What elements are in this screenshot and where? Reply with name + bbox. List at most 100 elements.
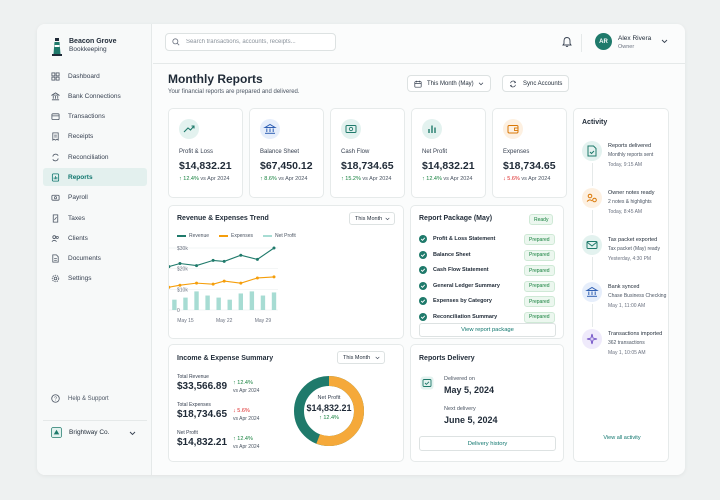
user-name[interactable]: Alex Rivera	[618, 35, 652, 42]
package-item[interactable]: Profit & Loss Statement	[419, 232, 553, 246]
sidebar-item-clients[interactable]: Clients	[43, 229, 147, 247]
sidebar: Beacon Grove Bookkeeping Dashboard Bank C…	[37, 24, 152, 475]
activity-title-text[interactable]: Tax packet exported	[608, 237, 658, 243]
summary-period-select[interactable]: This Month	[337, 351, 385, 364]
package-item[interactable]: Reconciliation Summary	[419, 310, 553, 324]
org-switcher[interactable]: Brightway Co.	[43, 420, 147, 444]
mail-icon	[586, 241, 598, 249]
avatar[interactable]: AR	[595, 33, 612, 50]
sidebar-item-label: Clients	[68, 234, 88, 242]
activity-panel: Activity Reports delivered Monthly report…	[573, 108, 669, 462]
timeline-line	[592, 304, 593, 327]
kpi-delta-vs: vs Apr 2024	[278, 176, 308, 182]
summary-label: Net Profit	[177, 430, 198, 436]
sync-label: Sync Accounts	[523, 80, 563, 87]
page-subtitle: Your financial reports are prepared and …	[168, 89, 300, 95]
kpi-card-cash-flow[interactable]: Cash Flow $18,734.65 ↑ 15.2% vs Apr 2024	[330, 108, 405, 198]
kpi-card-net-profit[interactable]: Net Profit $14,832.21 ↑ 12.4% vs Apr 2024	[411, 108, 486, 198]
sidebar-item-label: Reports	[68, 173, 93, 181]
sidebar-item-documents[interactable]: Documents	[43, 250, 147, 268]
donut-pct: ↑ 12.4%	[319, 415, 339, 421]
activity-sub: Tax packet (May) ready	[608, 246, 660, 252]
revenue-point	[169, 265, 171, 269]
prepared-badge: Prepared	[524, 234, 555, 245]
view-report-package-button[interactable]: View report package	[419, 323, 556, 337]
sidebar-item-dashboard[interactable]: Dashboard	[43, 67, 147, 85]
delivery-title: Reports Delivery	[419, 355, 475, 362]
kpi-delta-pct: ↑ 8.6%	[260, 176, 277, 182]
net-profit-bar	[183, 297, 188, 310]
package-item[interactable]: Expenses by Category	[419, 294, 553, 308]
kpi-icon-wrap	[341, 119, 361, 139]
page-title: Monthly Reports	[168, 72, 263, 86]
sidebar-item-label: Settings	[68, 275, 92, 283]
activity-title-text[interactable]: Reports delivered	[608, 143, 652, 149]
activity-title-text[interactable]: Bank synced	[608, 284, 640, 290]
sidebar-item-transactions[interactable]: Transactions	[43, 108, 147, 126]
package-item[interactable]: Balance Sheet	[419, 248, 553, 262]
sidebar-item-payroll[interactable]: Payroll	[43, 189, 147, 207]
period-select[interactable]: This Month (May)	[407, 75, 491, 92]
x-tick-label: May 22	[216, 318, 233, 324]
chevron-down-icon	[385, 217, 390, 221]
kpi-card-expenses[interactable]: Expenses $18,734.65 ↓ 5.6% vs Apr 2024	[492, 108, 567, 198]
activity-time: Yesterday, 4:30 PM	[608, 256, 652, 262]
sidebar-item-bank-connections[interactable]: Bank Connections	[43, 87, 147, 105]
sidebar-item-reports[interactable]: Reports	[43, 168, 147, 187]
check-icon	[419, 297, 427, 305]
net-profit-bar	[172, 299, 177, 310]
next-delivery-label: Next delivery	[444, 406, 476, 412]
revenue-point	[211, 258, 215, 262]
bar-chart-icon	[428, 125, 436, 133]
kpi-icon-wrap	[503, 119, 523, 139]
kpi-delta-vs: vs Apr 2024	[362, 176, 392, 182]
check-icon	[419, 235, 427, 243]
user-menu-chevron-icon[interactable]	[661, 39, 668, 44]
income-summary-card: Income & Expense Summary This Month Tota…	[168, 344, 404, 462]
org-name: Brightway Co.	[69, 429, 110, 436]
sidebar-item-reconciliation[interactable]: Reconciliation	[43, 148, 147, 166]
kpi-value: $18,734.65	[341, 160, 394, 172]
chevron-down-icon	[375, 356, 380, 360]
brand[interactable]: Beacon Grove Bookkeeping	[51, 32, 146, 60]
search-box[interactable]	[165, 33, 336, 51]
payroll-icon	[51, 195, 60, 201]
prepared-badge: Prepared	[524, 249, 555, 261]
sync-accounts-button[interactable]: Sync Accounts	[502, 75, 569, 92]
net-profit-bar	[205, 295, 210, 310]
sidebar-item-receipts[interactable]: Receipts	[43, 128, 147, 146]
check-icon	[419, 281, 427, 290]
revenue-point	[222, 259, 226, 263]
delivery-history-button[interactable]: Delivery history	[419, 436, 556, 451]
prepared-badge: Prepared	[524, 280, 555, 292]
brand-name: Beacon Grove	[69, 38, 117, 45]
kpi-card-balance-sheet[interactable]: Balance Sheet $67,450.12 ↑ 8.6% vs Apr 202…	[249, 108, 324, 198]
activity-time: May 1, 11:00 AM	[608, 303, 646, 309]
activity-time: May 1, 10:05 AM	[608, 350, 646, 356]
trend-period-select[interactable]: This Month	[349, 212, 395, 225]
transactions-icon	[51, 113, 60, 121]
package-item[interactable]: General Ledger Summary	[419, 279, 553, 293]
kpi-delta: ↓ 5.6% vs Apr 2024	[503, 176, 550, 182]
legend-revenue: Revenue	[177, 233, 209, 239]
expenses-point	[239, 281, 243, 285]
package-item[interactable]: Cash Flow Statement	[419, 263, 553, 277]
kpi-label: Expenses	[503, 149, 530, 155]
kpi-delta: ↑ 8.6% vs Apr 2024	[260, 176, 307, 182]
net-profit-bar	[260, 295, 266, 310]
sidebar-item-settings[interactable]: Settings	[43, 270, 147, 288]
activity-time: Today, 9:15 AM	[608, 162, 643, 168]
activity-title-text[interactable]: Owner notes ready	[608, 190, 655, 196]
sidebar-item-taxes[interactable]: Taxes	[43, 209, 147, 227]
kpi-card-profit-loss[interactable]: Profit & Loss $14,832.21 ↑ 12.4% vs Apr 20…	[168, 108, 243, 198]
check-icon	[419, 266, 427, 274]
activity-title-text[interactable]: Transactions imported	[608, 331, 663, 337]
net-profit-bar	[249, 291, 255, 310]
search-input[interactable]	[185, 39, 335, 45]
help-support-link[interactable]: ? Help & Support	[51, 394, 109, 403]
package-item-label: Profit & Loss Statement	[433, 236, 496, 242]
activity-icon-wrap	[582, 282, 602, 302]
bell-icon[interactable]	[561, 36, 573, 48]
view-all-activity-link[interactable]: View all activity	[603, 435, 641, 441]
